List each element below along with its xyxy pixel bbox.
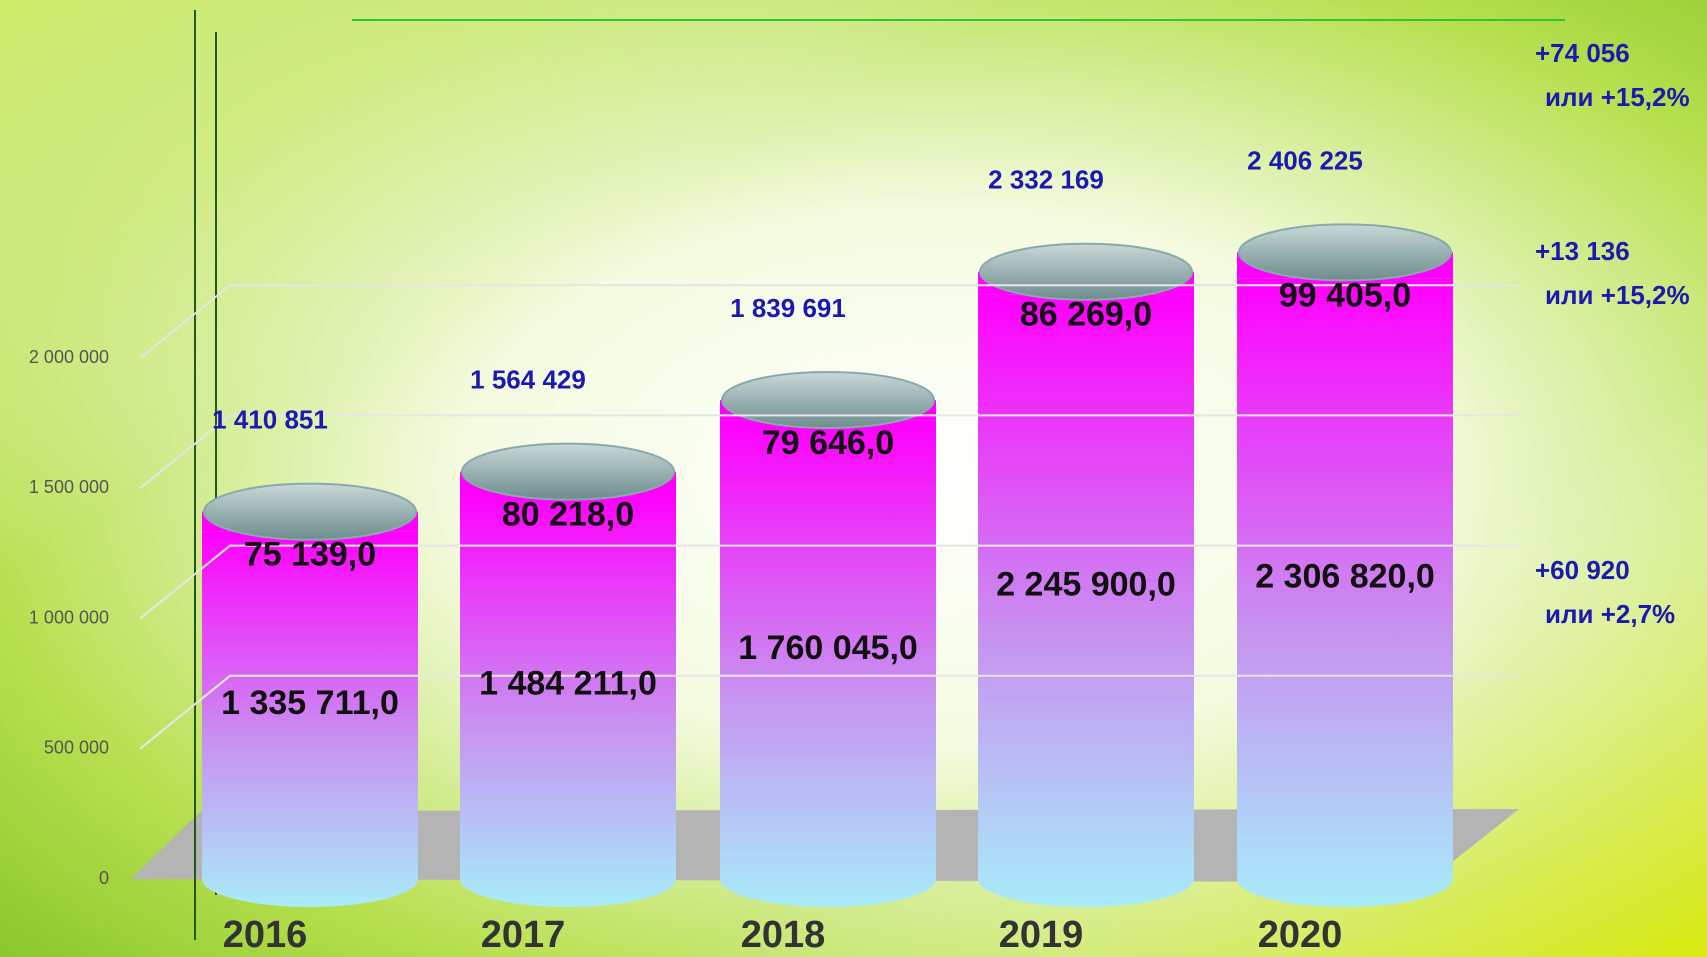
x-tick-label: 2018: [741, 914, 826, 956]
annotation: или +2,7%: [1545, 599, 1675, 629]
y-tick-label: 500 000: [44, 738, 109, 758]
grid-line: [139, 284, 1520, 359]
x-tick-label: 2016: [223, 914, 308, 956]
cylinder-cap: [979, 242, 1193, 301]
cylinder-segment: [720, 420, 936, 907]
cylinder-cap: [461, 442, 675, 501]
grid-line: [139, 414, 1520, 490]
cylinder-segment: [460, 492, 676, 907]
cylinder-cap: [203, 482, 417, 541]
total-label: 2 332 169: [988, 165, 1104, 195]
value-label: 1 335 711,0: [221, 684, 399, 722]
value-label: 99 405,0: [1279, 276, 1411, 314]
cylinder-cap: [1238, 223, 1452, 282]
annotation: или +15,2%: [1545, 280, 1690, 310]
y-tick-label: 1 500 000: [29, 477, 109, 497]
cylinder-segment: [202, 531, 418, 907]
cylinder-cap: [721, 370, 935, 429]
x-tick-label: 2020: [1258, 914, 1343, 956]
y-tick-label: 1 000 000: [29, 607, 109, 627]
annotation: +13 136: [1535, 236, 1630, 266]
value-label: 2 245 900,0: [996, 566, 1176, 604]
y-tick-label: 2 000 000: [29, 347, 109, 367]
total-label: 1 839 691: [730, 293, 846, 323]
cylinder-segment: [978, 294, 1194, 908]
plot: [202, 223, 1453, 908]
value-label: 2 306 820,0: [1255, 558, 1435, 596]
grid-line: [139, 544, 1520, 620]
annotation: +60 920: [1535, 555, 1630, 585]
value-label: 1 760 045,0: [738, 629, 918, 667]
x-tick-label: 2019: [999, 914, 1084, 956]
value-label: 75 139,0: [244, 536, 376, 574]
annotation: +74 056: [1535, 38, 1630, 68]
cylinder-segment: [1237, 278, 1453, 907]
x-tick-label: 2017: [481, 914, 566, 956]
value-label: 80 218,0: [502, 496, 634, 534]
total-label: 1 564 429: [470, 364, 586, 394]
total-label: 2 406 225: [1247, 145, 1363, 175]
y-tick-label: 0: [99, 868, 109, 888]
value-label: 86 269,0: [1020, 296, 1152, 334]
total-label: 1 410 851: [212, 404, 328, 434]
grid-line: [139, 674, 1520, 750]
value-label: 79 646,0: [762, 424, 894, 462]
value-label: 1 484 211,0: [479, 665, 657, 703]
annotation: или +15,2%: [1545, 82, 1690, 112]
